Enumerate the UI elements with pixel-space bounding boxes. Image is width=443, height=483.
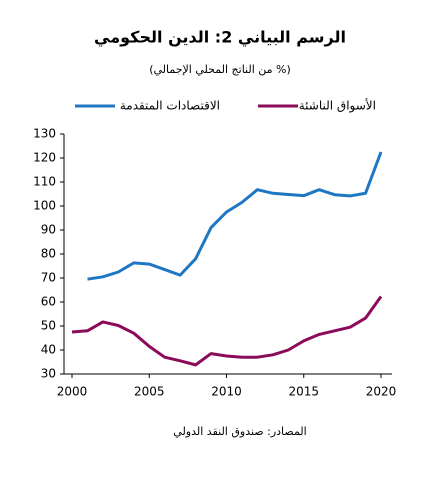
x-tick-label: 2015: [288, 385, 319, 399]
legend-label: الأسواق الناشئة: [299, 98, 376, 114]
source-note: المصادر: صندوق النقد الدولي: [173, 425, 306, 438]
y-tick-label: 70: [41, 271, 56, 285]
y-tick-label: 40: [41, 343, 56, 357]
y-tick-label: 80: [41, 247, 56, 261]
y-tick-label: 90: [41, 223, 56, 237]
x-tick-label: 2005: [134, 385, 165, 399]
y-tick-label: 110: [33, 175, 56, 189]
legend-label: الاقتصادات المتقدمة: [120, 99, 220, 113]
y-tick-label: 100: [33, 199, 56, 213]
x-tick-label: 2020: [366, 385, 397, 399]
x-tick-label: 2000: [57, 385, 88, 399]
y-tick-label: 120: [33, 151, 56, 165]
chart-subtitle: (% من الناتج المحلي الإجمالي): [149, 63, 291, 76]
x-tick-label: 2010: [211, 385, 242, 399]
chart-title: الرسم البياني 2: الدين الحكومي: [94, 28, 346, 48]
y-tick-label: 60: [41, 295, 56, 309]
y-tick-label: 30: [41, 367, 56, 381]
y-tick-label: 50: [41, 319, 56, 333]
series-line: [71, 295, 383, 367]
series-line: [87, 151, 383, 281]
y-tick-label: 130: [33, 127, 56, 141]
